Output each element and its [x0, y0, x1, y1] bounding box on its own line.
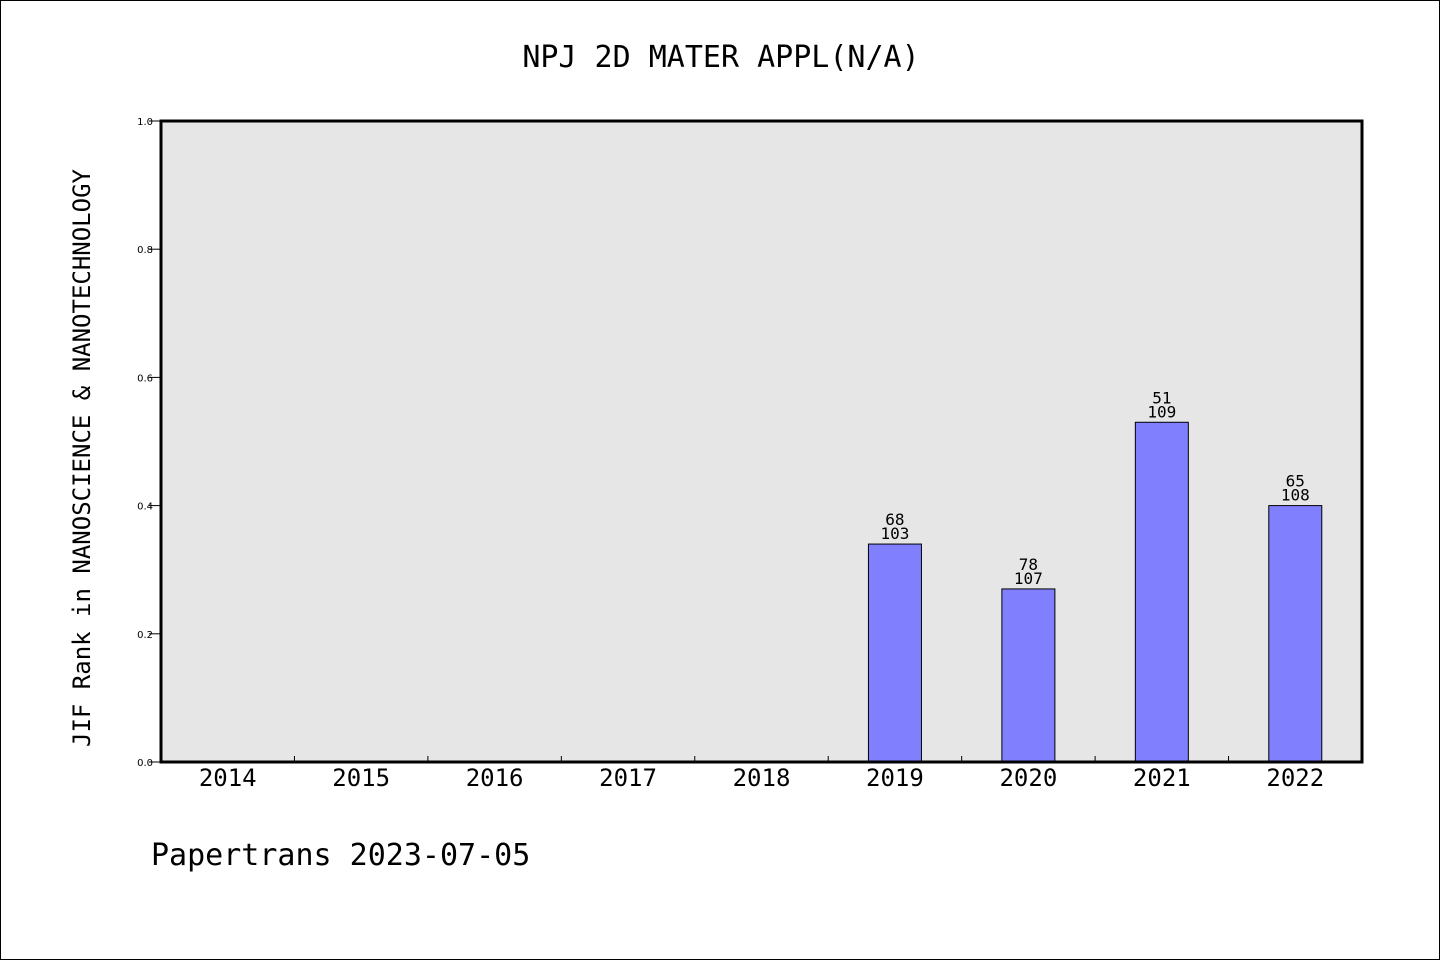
x-tick-label: 2018: [733, 764, 791, 792]
x-tick-label: 2017: [599, 764, 657, 792]
bar-2020: [1001, 588, 1056, 763]
x-tick-label: 2022: [1266, 764, 1324, 792]
bar-rank-label: 68: [885, 510, 904, 529]
bar-total-label: 109: [1147, 402, 1176, 421]
y-tick-label: 0.0: [137, 758, 153, 769]
plot-frame: [159, 119, 1364, 764]
y-tick-label: 0.6: [137, 373, 153, 384]
bar-total-label: 108: [1281, 486, 1310, 505]
ticks-group: 0.0 0.2 0.4 0.6 0.8 1.0 2014 2015 2016 2017 2018 20…: [137, 117, 1324, 792]
footer-credit: Papertrans 2023-07-05: [151, 838, 530, 873]
bar-rank-label: 65: [1286, 472, 1305, 491]
bar-rank-label: 78: [1019, 555, 1038, 574]
x-tick-label: 2015: [332, 764, 390, 792]
bar-2019: [867, 543, 922, 763]
y-tick-label: 0.8: [137, 245, 153, 256]
bar-2021: [1134, 421, 1189, 763]
y-axis-label: JIF Rank in NANOSCIENCE & NANOTECHNOLOGY: [68, 168, 96, 747]
x-tick-label: 2021: [1133, 764, 1191, 792]
bar-rank-label: 51: [1152, 388, 1171, 407]
x-tick-label: 2019: [866, 764, 924, 792]
x-tick-label: 2020: [999, 764, 1057, 792]
bar-total-label: 107: [1014, 569, 1043, 588]
x-tick-label: 2016: [466, 764, 524, 792]
x-tick-label: 2014: [199, 764, 257, 792]
chart-title: NPJ 2D MATER APPL(N/A): [522, 40, 919, 75]
y-tick-label: 0.2: [137, 630, 153, 641]
y-tick-label: 0.4: [137, 502, 153, 513]
bar-total-label: 103: [880, 524, 909, 543]
y-tick-label: 1.0: [137, 117, 153, 128]
bar-2022: [1268, 505, 1323, 763]
